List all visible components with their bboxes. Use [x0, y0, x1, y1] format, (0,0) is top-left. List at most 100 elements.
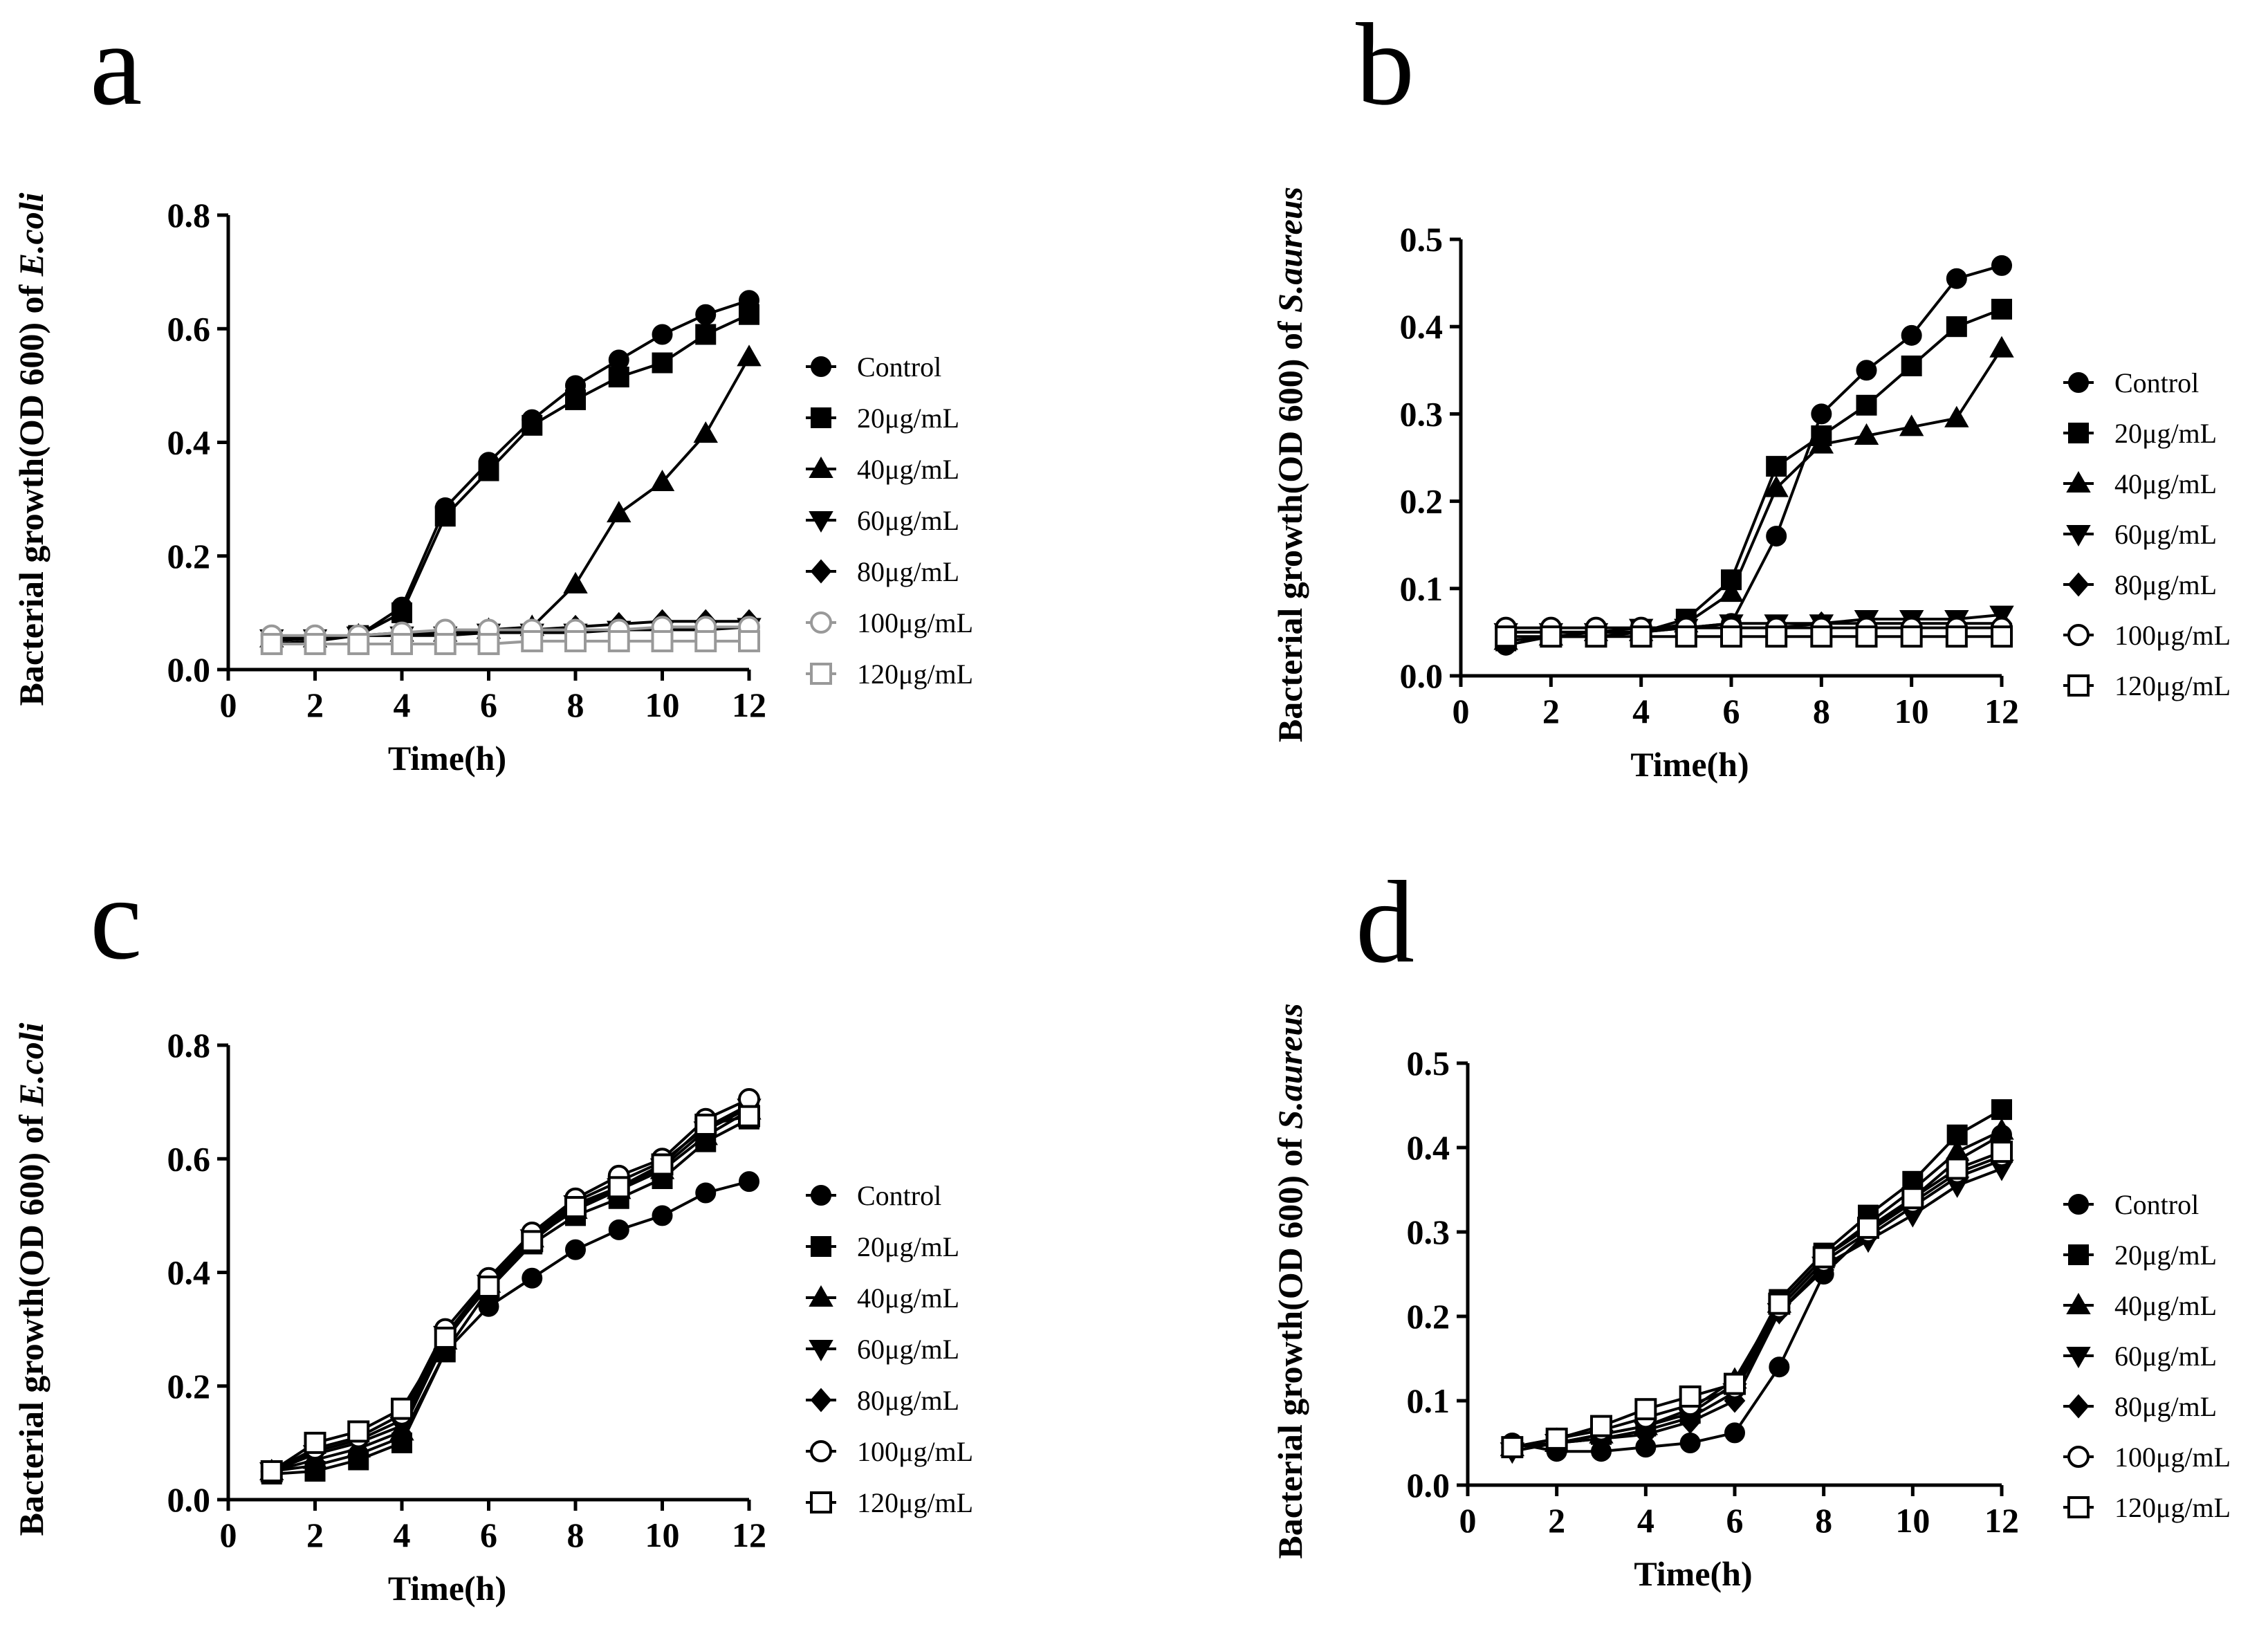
data-point	[565, 389, 586, 410]
chart-panel-d: d 0 2 4 6 8 10 12 0.0 0.1 0.2 0.3 0.4 0.5 Time(h) Bacte…	[1271, 857, 2231, 1593]
legend-label: 80μg/mL	[857, 556, 959, 587]
x-axis-title: Time(h)	[388, 739, 506, 777]
series-7	[1501, 1141, 2013, 1459]
data-point	[391, 633, 413, 656]
y-axis-title-organism: S.aureus	[1271, 1003, 1309, 1129]
data-point	[1989, 335, 2014, 358]
data-point	[477, 1276, 500, 1298]
series-4	[1500, 1159, 2014, 1464]
legend-label: 120μg/mL	[2114, 670, 2231, 701]
data-point	[694, 1113, 717, 1136]
data-point	[693, 421, 718, 443]
legend-item: Control	[2063, 1189, 2199, 1220]
data-point	[391, 602, 412, 623]
data-point	[649, 469, 675, 491]
data-point	[1901, 1187, 1924, 1210]
x-tick-label: 0	[1453, 692, 1470, 730]
legend-marker	[810, 663, 832, 685]
data-point	[1764, 475, 1789, 497]
data-point	[1501, 1436, 1524, 1459]
y-tick-label: 0.4	[167, 1253, 211, 1292]
data-point	[1719, 580, 1744, 602]
legend-marker	[810, 559, 832, 584]
data-point	[1585, 625, 1607, 648]
legend-marker	[2068, 372, 2089, 393]
data-point	[737, 344, 762, 367]
data-point	[1946, 316, 1967, 338]
data-point	[1540, 625, 1562, 648]
legend: Control 20μg/mL 40μg/mL 60μg/mL 80μg/mL 100μg…	[806, 1180, 973, 1518]
x-axis-title: Time(h)	[1630, 745, 1749, 784]
data-point	[695, 324, 717, 345]
y-axis-title-prefix: Bacterial growth(OD 600) of	[1271, 1129, 1309, 1558]
x-tick-label: 4	[394, 1516, 411, 1554]
legend-label: 60μg/mL	[2114, 519, 2217, 550]
y-tick-label: 0.3	[1407, 1213, 1450, 1251]
y-axis-title: Bacterial growth(OD 600) of E.coli	[12, 1022, 50, 1536]
data-point	[347, 633, 370, 656]
y-axis-title: Bacterial growth(OD 600) of E.coli	[12, 192, 50, 706]
x-tick-label: 10	[645, 685, 680, 724]
series-line	[1505, 264, 2002, 647]
x-tick-label: 4	[1637, 1501, 1654, 1540]
data-point	[1635, 1422, 1657, 1447]
data-point	[652, 352, 673, 374]
legend-item: Control	[806, 351, 941, 383]
legend-label: 60μg/mL	[857, 505, 959, 536]
y-tick-label: 0.0	[1407, 1466, 1450, 1504]
x-tick-label: 6	[480, 1516, 497, 1554]
y-tick-label: 0.0	[167, 650, 211, 689]
legend-label: 100μg/mL	[857, 1436, 973, 1467]
legend-marker	[811, 1185, 831, 1206]
legend-label: 60μg/mL	[2114, 1341, 2217, 1372]
legend-label: Control	[857, 1180, 941, 1211]
legend-marker	[2067, 624, 2090, 646]
series-7	[1495, 625, 2013, 648]
legend-item: Control	[2063, 367, 2199, 398]
legend: Control 20μg/mL 40μg/mL 60μg/mL 80μg/mL 100μg…	[2063, 1189, 2231, 1523]
series-3	[259, 344, 762, 647]
legend-marker	[2067, 1394, 2090, 1419]
data-point	[1991, 625, 2013, 648]
y-tick-label: 0.4	[1400, 307, 1444, 346]
data-point	[652, 1205, 673, 1226]
series-1	[261, 290, 759, 652]
data-point	[1855, 625, 1878, 648]
data-point	[260, 633, 283, 656]
legend-marker	[809, 1340, 833, 1362]
legend-label: 40μg/mL	[2114, 1290, 2217, 1321]
series-2	[1495, 298, 2012, 652]
series-line	[1506, 347, 2003, 643]
y-tick-label: 0.1	[1400, 569, 1444, 608]
chart-panel-b: b 0 2 4 6 8 10 12 0.0 0.1 0.2 0.3 0.4 0.5 Time(h) Bacte…	[1271, 0, 2231, 784]
legend-marker	[811, 1236, 831, 1257]
data-point	[1679, 1385, 1702, 1408]
data-point	[347, 1420, 370, 1443]
data-point	[608, 367, 629, 388]
data-point	[304, 1431, 326, 1454]
data-point	[1856, 394, 1877, 416]
data-point	[564, 629, 587, 652]
legend-item: 60μg/mL	[2063, 1341, 2217, 1372]
x-tick-label: 10	[1894, 692, 1929, 730]
data-point	[304, 633, 326, 656]
series-line	[1511, 1133, 2002, 1453]
series-1	[1495, 255, 2012, 656]
x-tick-label: 2	[1542, 692, 1560, 730]
data-point	[1991, 1141, 2013, 1163]
data-point	[522, 414, 543, 436]
x-tick-label: 8	[1815, 1501, 1832, 1540]
legend-item: 80μg/mL	[806, 1385, 959, 1416]
data-point	[694, 629, 717, 652]
data-point	[522, 1267, 543, 1289]
data-point	[1945, 625, 1968, 648]
legend-marker	[2068, 1244, 2089, 1265]
data-point	[695, 304, 717, 325]
legend-marker	[810, 1440, 832, 1462]
y-tick-label: 0.6	[167, 309, 211, 348]
data-point	[1769, 1356, 1790, 1378]
data-point	[1856, 360, 1877, 381]
series-3	[1493, 335, 2014, 650]
y-tick-label: 0.2	[167, 1367, 211, 1406]
data-point	[738, 629, 760, 652]
